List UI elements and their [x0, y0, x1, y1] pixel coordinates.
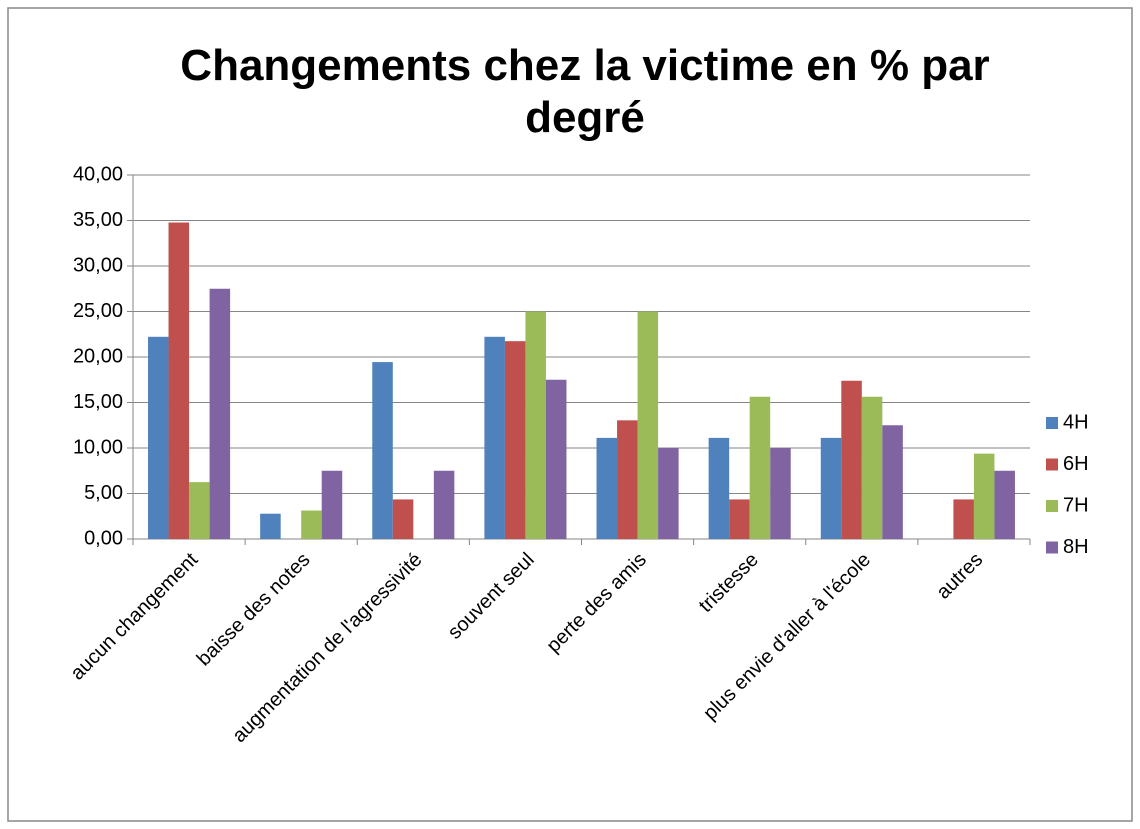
bar [749, 396, 771, 539]
chart-title: Changements chez la victime en % par deg… [180, 41, 990, 142]
bar [321, 470, 343, 539]
legend-swatch [1046, 541, 1058, 554]
legend-label: 8H [1063, 536, 1089, 558]
bar [484, 336, 505, 539]
bar [209, 288, 231, 539]
bar [260, 513, 281, 539]
y-tick-label: 0,00 [84, 527, 123, 549]
bar [525, 311, 546, 539]
bar [189, 482, 210, 539]
bar [953, 499, 974, 539]
y-tick-label: 30,00 [73, 254, 123, 276]
y-tick-label: 25,00 [73, 300, 123, 322]
y-tick-label: 10,00 [73, 436, 123, 458]
bar [596, 437, 618, 539]
bar [301, 510, 322, 539]
bar [994, 470, 1015, 539]
y-tick-label: 40,00 [73, 163, 123, 185]
bar [882, 425, 903, 539]
legend-swatch [1046, 500, 1058, 512]
bar [148, 336, 169, 539]
y-tick-label: 5,00 [84, 482, 123, 504]
bar [168, 222, 190, 539]
bar [545, 379, 567, 539]
legend-swatch [1046, 417, 1058, 429]
bar [770, 448, 791, 539]
bar [504, 341, 526, 539]
y-tick-label: 35,00 [73, 209, 123, 231]
bar [637, 311, 659, 539]
bar [973, 453, 995, 539]
bar [433, 470, 455, 539]
bar [708, 437, 730, 539]
bar [658, 448, 679, 539]
legend-label: 6H [1063, 453, 1089, 475]
bar [861, 396, 883, 539]
bar [841, 380, 862, 539]
bar [617, 420, 638, 539]
y-tick-label: 20,00 [73, 345, 123, 367]
legend-swatch [1046, 458, 1058, 471]
bar [729, 499, 750, 539]
y-tick-label: 15,00 [73, 391, 123, 413]
bar [392, 499, 414, 539]
chart-border [7, 7, 1133, 822]
bar [820, 437, 842, 539]
legend-label: 7H [1063, 494, 1089, 516]
bar [372, 362, 393, 539]
legend-label: 4H [1063, 411, 1089, 433]
